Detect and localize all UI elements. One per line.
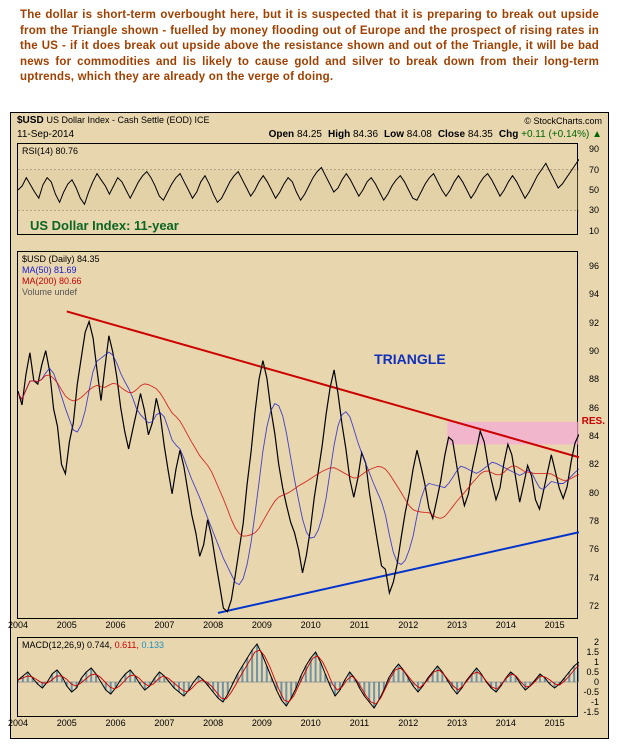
x-tick: 2009: [252, 718, 272, 728]
y-tick: 1: [594, 657, 599, 667]
chart-container: $USD US Dollar Index - Cash Settle (EOD)…: [10, 112, 609, 739]
y-tick: 74: [589, 573, 599, 583]
price-legend: $USD (Daily) 84.35: [22, 254, 100, 264]
x-tick: 2008: [203, 620, 223, 630]
chart-title: US Dollar Index: 11-year: [30, 218, 179, 233]
high-value: 84.36: [353, 129, 378, 140]
x-tick: 2004: [8, 620, 28, 630]
x-tick: 2013: [447, 718, 467, 728]
open-label: Open: [269, 129, 295, 140]
y-tick: 0.5: [586, 667, 599, 677]
y-tick: 92: [589, 318, 599, 328]
y-tick: 2: [594, 637, 599, 647]
x-tick: 2005: [57, 718, 77, 728]
high-label: High: [328, 129, 350, 140]
chart-subheader: 11-Sep-2014 Open 84.25 High 84.36 Low 84…: [11, 128, 608, 141]
macd-legend: MACD(12,26,9) 0.744, 0.611, 0.133: [22, 640, 164, 650]
macd-panel: -1.5-1-0.500.511.52200420052006200720082…: [17, 637, 578, 717]
y-tick: 30: [589, 205, 599, 215]
y-tick: -1: [591, 697, 599, 707]
chart-header: $USD US Dollar Index - Cash Settle (EOD)…: [11, 113, 608, 128]
y-tick: 94: [589, 289, 599, 299]
y-tick: 72: [589, 601, 599, 611]
y-tick: -0.5: [583, 687, 599, 697]
x-tick: 2010: [301, 718, 321, 728]
x-tick: 2006: [106, 718, 126, 728]
x-tick: 2014: [496, 620, 516, 630]
chart-date: 11-Sep-2014: [17, 129, 74, 140]
x-tick: 2006: [106, 620, 126, 630]
commentary-text: The dollar is short-term overbought here…: [0, 0, 619, 90]
ticker-desc: US Dollar Index - Cash Settle (EOD) ICE: [46, 115, 209, 125]
price-legend: MA(200) 80.66: [22, 276, 82, 286]
resistance-label: RES.: [582, 416, 605, 427]
close-label: Close: [438, 129, 465, 140]
price-panel: 7274767880828486889092949620042005200620…: [17, 251, 578, 619]
y-tick: 84: [589, 431, 599, 441]
x-tick: 2012: [398, 718, 418, 728]
low-value: 84.08: [407, 129, 432, 140]
up-arrow-icon: ▲: [592, 129, 602, 140]
y-tick: 96: [589, 261, 599, 271]
y-tick: 90: [589, 346, 599, 356]
y-tick: 88: [589, 374, 599, 384]
low-label: Low: [384, 129, 404, 140]
x-tick: 2012: [398, 620, 418, 630]
x-tick: 2005: [57, 620, 77, 630]
x-tick: 2007: [154, 620, 174, 630]
x-tick: 2011: [350, 718, 369, 728]
price-legend: Volume undef: [22, 287, 77, 297]
chg-label: Chg: [499, 129, 518, 140]
x-tick: 2009: [252, 620, 272, 630]
ticker-symbol: $USD: [17, 115, 44, 126]
y-tick: 1.5: [586, 647, 599, 657]
x-tick: 2004: [8, 718, 28, 728]
close-value: 84.35: [468, 129, 493, 140]
y-tick: 76: [589, 544, 599, 554]
price-legend: MA(50) 81.69: [22, 265, 77, 275]
y-tick: -1.5: [583, 707, 599, 717]
chg-value: +0.11 (+0.14%): [521, 129, 589, 140]
y-tick: 90: [589, 144, 599, 154]
x-tick: 2015: [545, 718, 565, 728]
x-tick: 2007: [154, 718, 174, 728]
y-tick: 80: [589, 488, 599, 498]
y-tick: 86: [589, 403, 599, 413]
y-tick: 10: [589, 226, 599, 236]
y-tick: 50: [589, 185, 599, 195]
y-tick: 82: [589, 459, 599, 469]
open-value: 84.25: [297, 129, 322, 140]
rsi-legend: RSI(14) 80.76: [22, 146, 78, 156]
y-tick: 78: [589, 516, 599, 526]
x-tick: 2013: [447, 620, 467, 630]
triangle-label: TRIANGLE: [374, 351, 446, 367]
x-tick: 2015: [545, 620, 565, 630]
y-tick: 0: [594, 677, 599, 687]
x-tick: 2010: [301, 620, 321, 630]
source-credit: © StockCharts.com: [524, 116, 602, 126]
x-tick: 2011: [350, 620, 369, 630]
rsi-panel: 1030507090RSI(14) 80.76US Dollar Index: …: [17, 143, 578, 235]
x-tick: 2014: [496, 718, 516, 728]
y-tick: 70: [589, 165, 599, 175]
x-tick: 2008: [203, 718, 223, 728]
